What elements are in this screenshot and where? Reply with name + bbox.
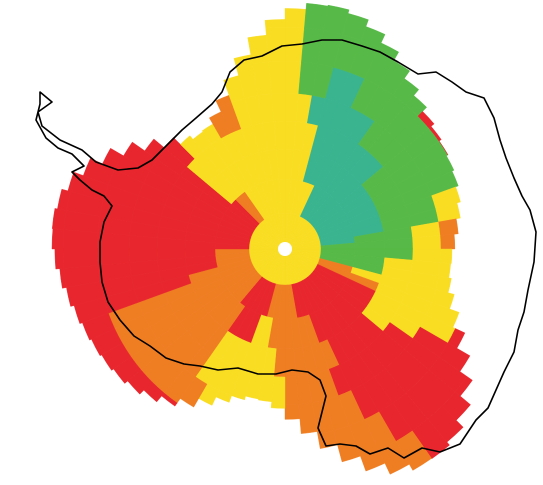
sector-cell (378, 60, 410, 96)
coastline-layer (35, 39, 537, 459)
sector-cell (378, 42, 399, 58)
sector-cell (333, 425, 361, 463)
sector-cell (258, 374, 275, 402)
sector-cell (440, 248, 453, 264)
sector-cell (417, 111, 435, 129)
sector-cell (123, 141, 158, 172)
sector-cell (54, 248, 65, 270)
sector-cell (270, 404, 286, 409)
sector-cell (284, 376, 299, 406)
sector-cell (405, 95, 427, 117)
south-pole-marker (278, 242, 292, 256)
sector-cell (342, 13, 369, 41)
sector-cell (128, 248, 158, 263)
sector-cell (426, 170, 459, 196)
sector-cell (419, 155, 455, 184)
sector-cell (180, 135, 204, 159)
sector-cell (440, 233, 456, 250)
sector-cell (67, 171, 77, 192)
sector-cell (298, 402, 318, 434)
sector-cell (268, 60, 286, 94)
sector-cell (271, 92, 286, 122)
sector-cell (52, 208, 67, 230)
sector-cell (96, 248, 130, 266)
sector-cell (428, 126, 442, 142)
sector-cell (431, 186, 461, 209)
sector-cell (323, 4, 350, 35)
sector-cell (435, 202, 461, 223)
sector-cell (62, 248, 98, 269)
sector-cell (264, 19, 286, 29)
sector-cell (284, 404, 301, 420)
sector-cell (378, 440, 410, 475)
sector-cell (438, 218, 459, 236)
sector-cell (412, 418, 450, 459)
sector-cell (62, 229, 98, 250)
sector-cell (412, 235, 442, 250)
sector-cell (265, 26, 286, 62)
sector-cell (51, 228, 65, 250)
sector-cell (360, 26, 386, 49)
sector-layer (51, 3, 473, 475)
sector-cell (438, 262, 451, 279)
sector-cell (144, 138, 166, 160)
antarctica-coastline (35, 39, 537, 459)
sector-cell (392, 78, 420, 106)
sector-cell (395, 430, 432, 471)
sector-cell (102, 147, 123, 170)
sector-cell (284, 8, 307, 29)
sector-cell (438, 140, 449, 156)
sector-cell (57, 188, 71, 211)
